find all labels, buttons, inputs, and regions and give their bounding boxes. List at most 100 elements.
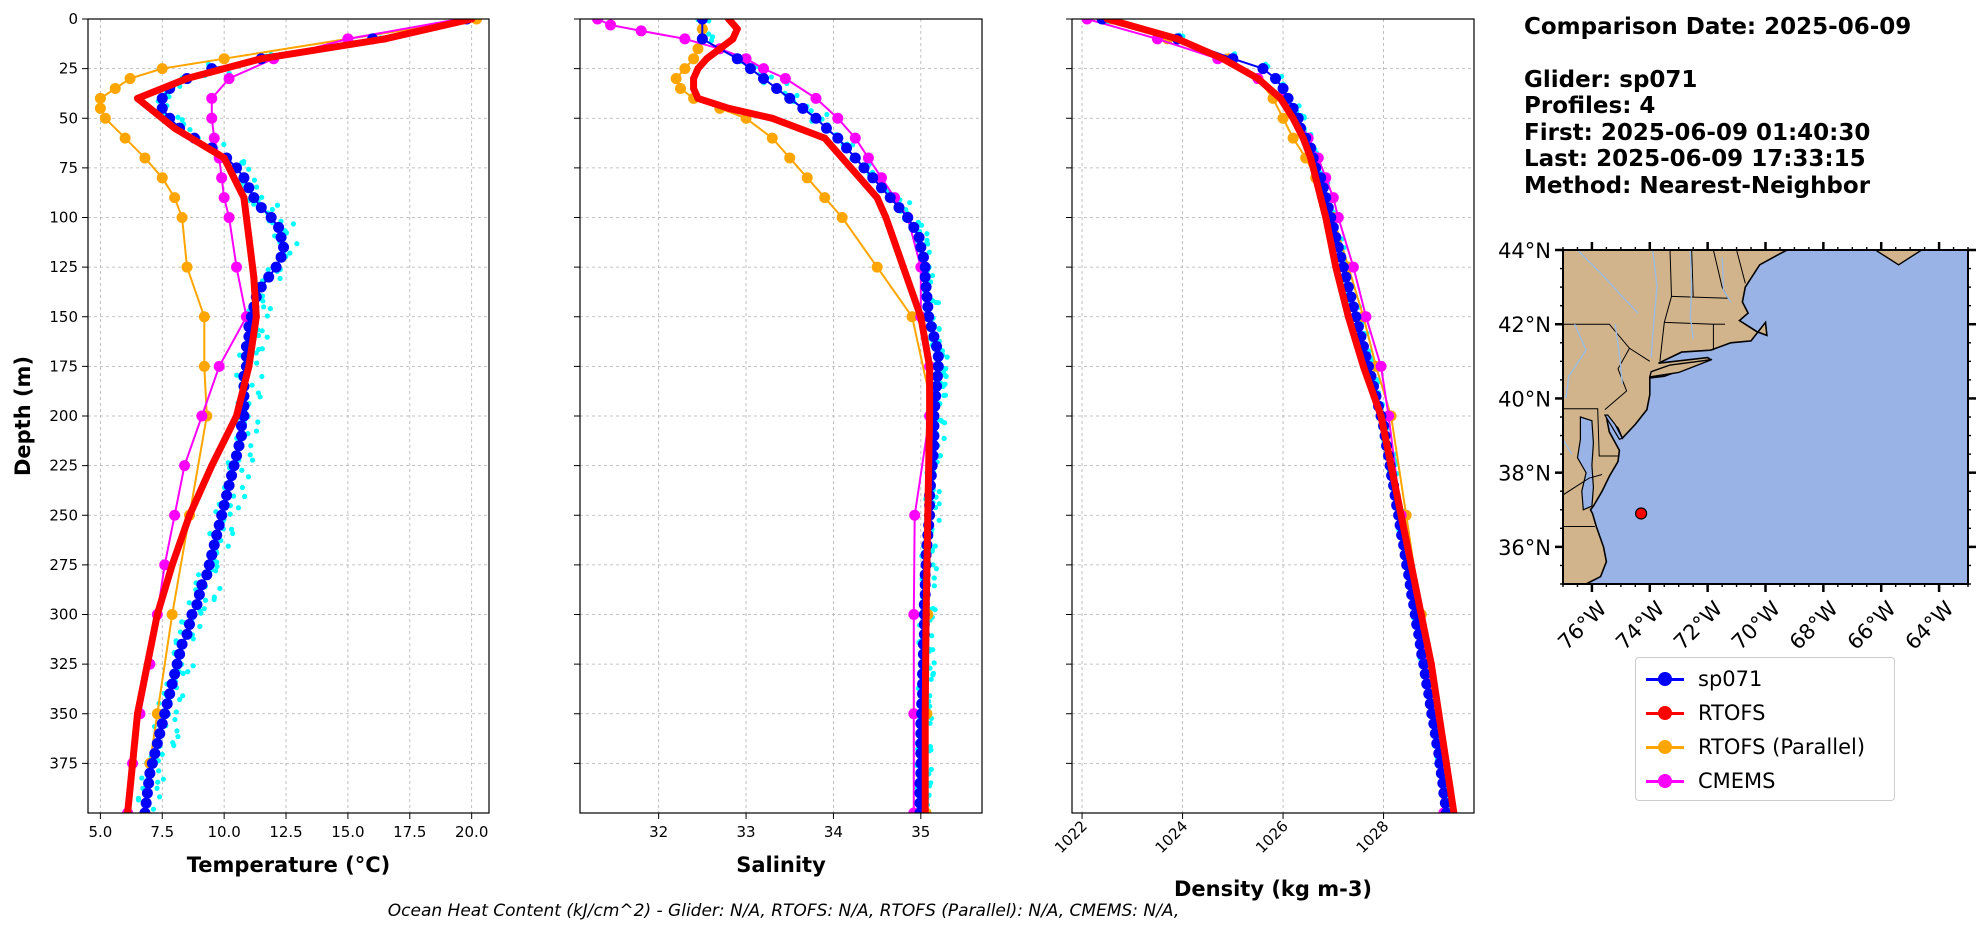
series-point-rtofs-parallel — [169, 192, 181, 204]
raw-glider-point — [202, 597, 209, 603]
raw-glider-point — [274, 202, 281, 208]
river — [1565, 323, 1587, 399]
series-point-sp071 — [154, 728, 166, 740]
series-point-cmems — [1332, 212, 1344, 223]
raw-glider-point — [708, 37, 715, 44]
series-point-sp071 — [139, 807, 151, 813]
series-line-rtofs — [1103, 19, 1458, 813]
series-point-sp071 — [1416, 648, 1428, 660]
raw-glider-point — [139, 775, 145, 781]
series-point-sp071 — [144, 767, 156, 779]
legend-label: RTOFS (Parallel) — [1698, 735, 1866, 759]
series-point-sp071 — [849, 152, 861, 164]
series-point-sp071 — [270, 261, 282, 273]
series-point-rtofs — [1407, 561, 1415, 569]
last-profile-time: Last: 2025-06-09 17:33:15 — [1524, 146, 1866, 172]
raw-glider-point — [174, 728, 180, 734]
series-point-sp071 — [867, 172, 879, 184]
raw-glider-point — [180, 670, 186, 676]
series-point-sp071 — [141, 787, 153, 799]
series-point-sp071 — [1340, 271, 1352, 283]
y-tick-label: 300 — [49, 606, 78, 624]
raw-glider-point — [185, 669, 191, 675]
series-point-rtofs — [1277, 94, 1285, 102]
x-tick-label: 33 — [736, 823, 755, 841]
raw-glider-point — [150, 806, 157, 812]
series-point-rtofs — [921, 809, 929, 813]
series-point-sp071 — [216, 509, 228, 521]
series-point-cmems — [779, 73, 791, 85]
series-point-rtofs-parallel — [166, 609, 178, 620]
state-border — [1563, 323, 1651, 362]
series-point-rtofs — [882, 214, 890, 221]
raw-glider-point — [254, 360, 260, 366]
raw-glider-point — [928, 676, 934, 682]
series-point-rtofs-parallel — [156, 172, 168, 184]
x-tick-label: 12.5 — [269, 823, 302, 841]
series-point-rtofs-parallel — [692, 43, 704, 55]
series-point-rtofs-parallel — [670, 73, 682, 85]
series-point-sp071 — [238, 410, 250, 422]
series-point-sp071 — [1335, 251, 1347, 263]
series-point-rtofs — [134, 94, 142, 102]
series-point-sp071 — [201, 569, 213, 581]
series-point-cmems — [196, 410, 208, 422]
series-point-cmems — [862, 152, 874, 164]
series-point-sp071 — [931, 341, 943, 353]
raw-glider-point — [936, 501, 942, 507]
raw-glider-point — [925, 241, 931, 247]
x-tick-label: 17.5 — [393, 823, 426, 841]
raw-glider-point — [255, 419, 261, 425]
series-point-rtofs — [1322, 214, 1330, 221]
profiles-count: Profiles: 4 — [1524, 93, 1656, 119]
y-tick-label: 25 — [59, 60, 78, 78]
series-point-rtofs — [1435, 710, 1443, 718]
raw-glider-point — [941, 392, 947, 398]
legend-swatch — [1644, 766, 1686, 796]
raw-glider-point — [249, 457, 256, 463]
map-lat-label: 38°N — [1498, 462, 1551, 486]
raw-glider-point — [190, 663, 196, 669]
series-point-sp071 — [932, 350, 944, 362]
series-point-sp071 — [221, 489, 233, 501]
series-point-sp071 — [143, 777, 155, 789]
raw-glider-point — [240, 160, 247, 166]
glider-name: Glider: sp071 — [1524, 66, 1698, 93]
raw-glider-point — [918, 222, 925, 228]
raw-glider-point — [932, 607, 938, 613]
state-border — [1659, 250, 1673, 362]
series-point-sp071 — [1438, 787, 1450, 799]
series-point-sp071 — [156, 102, 168, 114]
series-point-sp071 — [1414, 638, 1426, 650]
series-point-rtofs — [1344, 313, 1352, 321]
raw-glider-point — [925, 813, 930, 818]
series-point-sp071 — [731, 53, 743, 65]
raw-glider-point — [936, 517, 942, 523]
series-point-sp071 — [208, 539, 220, 551]
series-point-sp071 — [231, 450, 243, 462]
raw-glider-point — [927, 720, 933, 726]
series-point-sp071 — [913, 231, 925, 243]
series-point-sp071 — [196, 579, 208, 591]
legend-label: CMEMS — [1698, 769, 1776, 793]
raw-glider-point — [932, 543, 938, 549]
map-lon-label: 72°W — [1669, 596, 1727, 654]
method: Method: Nearest-Neighbor — [1524, 172, 1871, 199]
series-point-sp071 — [149, 747, 161, 759]
series-point-sp071 — [213, 519, 225, 531]
y-tick-label: 225 — [49, 457, 78, 475]
series-point-sp071 — [1345, 291, 1357, 303]
series-point-rtofs — [856, 174, 864, 182]
series-point-sp071 — [275, 231, 287, 243]
series-point-sp071 — [1423, 688, 1435, 700]
series-point-rtofs-parallel — [906, 311, 918, 323]
raw-glider-point — [294, 241, 300, 247]
salinity-panel: 32 33 34 35 Salinity — [574, 18, 983, 877]
series-point-sp071 — [191, 599, 203, 611]
raw-glider-point — [794, 92, 800, 99]
land — [1563, 250, 1854, 584]
series-point-rtofs — [1359, 362, 1367, 370]
plot-area — [94, 19, 483, 813]
series-point-rtofs — [381, 35, 389, 43]
raw-glider-point — [277, 275, 283, 282]
